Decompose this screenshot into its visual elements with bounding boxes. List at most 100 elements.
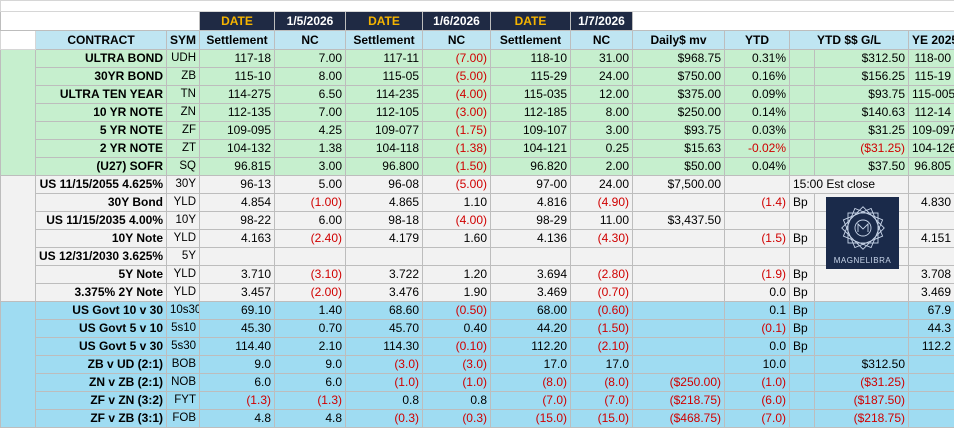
ytd-cell: 10.0	[725, 356, 790, 374]
ye-2025-cell	[909, 248, 954, 266]
sym-cell: BOB	[167, 356, 200, 374]
ytd-gl-cell: $312.50	[815, 50, 909, 68]
nc-cell	[275, 248, 346, 266]
date-header-row: DATE 1/5/2026 DATE 1/6/2026 DATE 1/7/202…	[1, 12, 954, 31]
nc-cell: 6.00	[275, 212, 346, 230]
ytd-gl-cell	[815, 302, 909, 320]
ye-2025-cell: 67.9	[909, 302, 954, 320]
settlement-cell: (8.0)	[491, 374, 571, 392]
nc-cell: 1.90	[423, 284, 491, 302]
sym-cell: TN	[167, 86, 200, 104]
ytd-cell: -0.02%	[725, 140, 790, 158]
nc-cell: 1.40	[275, 302, 346, 320]
nc-cell: 7.00	[275, 104, 346, 122]
settlement-cell	[200, 248, 275, 266]
daily-mv-cell	[633, 194, 725, 212]
daily-mv-cell: ($218.75)	[633, 392, 725, 410]
daily-mv-cell	[633, 320, 725, 338]
ytd-unit-cell: Bp	[790, 338, 815, 356]
ytd-cell	[725, 212, 790, 230]
sym-cell: ZF	[167, 122, 200, 140]
ytd-unit-cell	[790, 212, 815, 230]
settlement-cell: 104-118	[346, 140, 423, 158]
settlement-cell: 97-00	[491, 176, 571, 194]
nc-cell: 8.00	[571, 104, 633, 122]
date-label: DATE	[200, 12, 275, 31]
settlement-cell	[491, 248, 571, 266]
settlement-cell: 3.476	[346, 284, 423, 302]
col-header-nc: NC	[571, 31, 633, 50]
nc-cell: (1.50)	[571, 320, 633, 338]
sym-cell: 30Y	[167, 176, 200, 194]
settlement-cell: 114-235	[346, 86, 423, 104]
ye-2025-cell: 115-19	[909, 68, 954, 86]
settlement-cell: 96-08	[346, 176, 423, 194]
star-mandala-icon	[837, 202, 889, 254]
nc-cell: 1.20	[423, 266, 491, 284]
ytd-cell: (1.9)	[725, 266, 790, 284]
nc-cell: (7.00)	[423, 50, 491, 68]
ytd-gl-cell: 15:00 Est close	[790, 176, 909, 194]
settlement-cell: (7.0)	[491, 392, 571, 410]
sym-cell: 5Y	[167, 248, 200, 266]
nc-cell: 0.40	[423, 320, 491, 338]
sym-cell: ZB	[167, 68, 200, 86]
sym-cell: NOB	[167, 374, 200, 392]
ytd-cell: 0.16%	[725, 68, 790, 86]
settlement-cell: 112-185	[491, 104, 571, 122]
ytd-cell	[725, 176, 790, 194]
daily-mv-cell	[633, 284, 725, 302]
nc-cell	[571, 248, 633, 266]
ytd-cell: 0.14%	[725, 104, 790, 122]
ytd-gl-cell: $156.25	[815, 68, 909, 86]
daily-mv-cell: $93.75	[633, 122, 725, 140]
sym-cell: YLD	[167, 230, 200, 248]
ytd-cell: 0.04%	[725, 158, 790, 176]
ytd-gl-cell: $140.63	[815, 104, 909, 122]
nc-cell: (1.50)	[423, 158, 491, 176]
ytd-unit-cell	[790, 248, 815, 266]
sym-cell: SQ	[167, 158, 200, 176]
ytd-cell: (7.0)	[725, 410, 790, 428]
nc-cell: (0.3)	[423, 410, 491, 428]
daily-mv-cell: $750.00	[633, 68, 725, 86]
settlement-cell: (0.3)	[346, 410, 423, 428]
contract-cell: 30Y Bond	[36, 194, 167, 212]
nc-cell: (3.00)	[423, 104, 491, 122]
ytd-cell: 0.1	[725, 302, 790, 320]
settlement-cell	[346, 248, 423, 266]
ye-2025-cell: 4.151	[909, 230, 954, 248]
settlement-cell: 4.816	[491, 194, 571, 212]
nc-cell: (3.0)	[423, 356, 491, 374]
nc-cell: (5.00)	[423, 68, 491, 86]
ytd-gl-cell: $93.75	[815, 86, 909, 104]
sym-cell: 5s30	[167, 338, 200, 356]
contract-cell: ZB v UD (2:1)	[36, 356, 167, 374]
date-label: DATE	[346, 12, 423, 31]
contract-cell: US 11/15/2035 4.00%	[36, 212, 167, 230]
sym-cell: FOB	[167, 410, 200, 428]
contract-cell: ZN v ZB (2:1)	[36, 374, 167, 392]
ye-2025-cell: 3.708	[909, 266, 954, 284]
nc-cell: 4.25	[275, 122, 346, 140]
nc-cell: (2.40)	[275, 230, 346, 248]
settlement-cell: 109-107	[491, 122, 571, 140]
col-header-nc: NC	[275, 31, 346, 50]
sym-cell: FYT	[167, 392, 200, 410]
nc-cell: (4.90)	[571, 194, 633, 212]
nc-cell: 2.10	[275, 338, 346, 356]
sym-cell: 10s30	[167, 302, 200, 320]
section-label: US TREASURIES	[1, 176, 36, 302]
ye-2025-cell: 112-14	[909, 104, 954, 122]
settlement-cell: 115-05	[346, 68, 423, 86]
sym-cell: 10Y	[167, 212, 200, 230]
settlement-cell: 3.722	[346, 266, 423, 284]
section-label: INTEREST RATES	[1, 50, 36, 176]
settlement-cell: 96.820	[491, 158, 571, 176]
settlement-cell: (1.0)	[346, 374, 423, 392]
